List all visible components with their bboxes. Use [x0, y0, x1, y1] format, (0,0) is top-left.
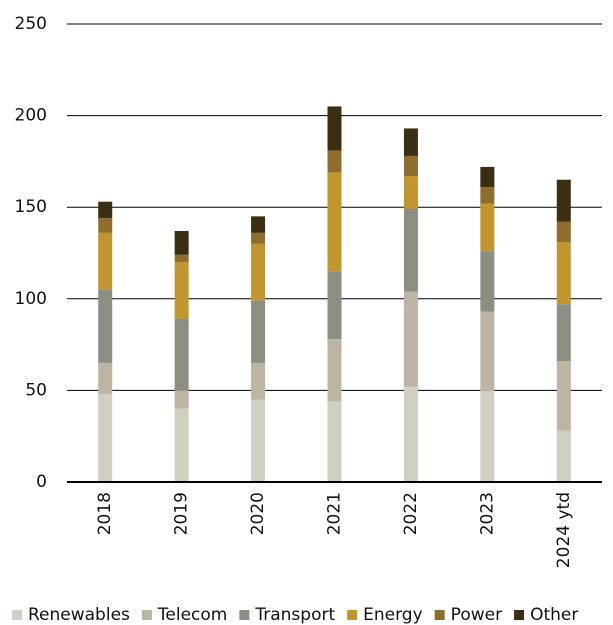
y-tick-label: 100 [15, 289, 47, 309]
bar-segment [403, 176, 418, 210]
legend-swatch [514, 610, 525, 620]
x-tick-label: 2023 [477, 492, 497, 535]
bar-segment [174, 390, 189, 409]
bar-segment [556, 179, 571, 222]
bar-segment [327, 339, 342, 402]
bar-segment [98, 362, 113, 395]
x-tick-label: 2021 [325, 492, 345, 535]
bar-segment [556, 430, 571, 482]
legend-swatch [141, 610, 152, 620]
y-tick-label: 200 [15, 106, 47, 126]
bar-segment [403, 209, 418, 292]
bar-segment [174, 318, 189, 391]
legend-label: Renewables [28, 605, 130, 625]
legend-swatch [239, 610, 250, 620]
bar-segment [403, 291, 418, 387]
bar-segment [556, 304, 571, 362]
bar-segment [251, 243, 266, 301]
bar-segment [251, 362, 266, 400]
bar-segment [556, 361, 571, 431]
bar-segment [327, 172, 342, 272]
x-tick-label: 2022 [401, 492, 421, 535]
legend-label: Transport [254, 605, 335, 625]
bar-segment [251, 216, 266, 233]
bar-segment [480, 166, 495, 188]
bar-segment [98, 201, 113, 219]
legend-swatch [347, 610, 358, 620]
bar-segment [98, 218, 113, 233]
bar-segment [556, 221, 571, 243]
bar-segment [98, 394, 113, 482]
legend-label: Power [451, 605, 502, 625]
legend-swatch [434, 610, 445, 620]
bar-segment [251, 232, 266, 244]
bar-segment [480, 187, 495, 204]
bar-segment [327, 150, 342, 173]
x-tick-label: 2024 ytd [554, 492, 574, 568]
bar-segment [251, 300, 266, 363]
bar-segment [327, 271, 342, 340]
bar-segment [403, 386, 418, 482]
bar-segment [174, 254, 189, 263]
legend-label: Telecom [157, 605, 227, 625]
bar-segment [98, 289, 113, 363]
x-tick-label: 2020 [248, 492, 268, 535]
y-tick-label: 250 [15, 14, 47, 34]
legend-swatch [12, 610, 22, 620]
bar-segment [251, 399, 266, 482]
x-tick-label: 2019 [172, 492, 192, 535]
bar-segment [327, 106, 342, 151]
legend-label: Energy [363, 605, 423, 625]
bar-segment [403, 155, 418, 177]
bar-segment [174, 262, 189, 319]
bar-segment [403, 128, 418, 156]
x-tick-label: 2018 [95, 492, 115, 535]
bar-segment [174, 408, 189, 482]
y-tick-label: 150 [15, 197, 47, 217]
bar-segment [98, 232, 113, 290]
bar-segment [556, 242, 571, 305]
bar-segment [480, 311, 495, 391]
y-tick-label: 0 [36, 472, 47, 492]
bar-segment [327, 401, 342, 482]
bar-segment [480, 390, 495, 482]
bar-segment [174, 231, 189, 255]
bar-segment [480, 251, 495, 312]
legend-label: Other [530, 605, 578, 625]
bar-segment [480, 203, 495, 252]
y-tick-label: 50 [25, 380, 47, 400]
